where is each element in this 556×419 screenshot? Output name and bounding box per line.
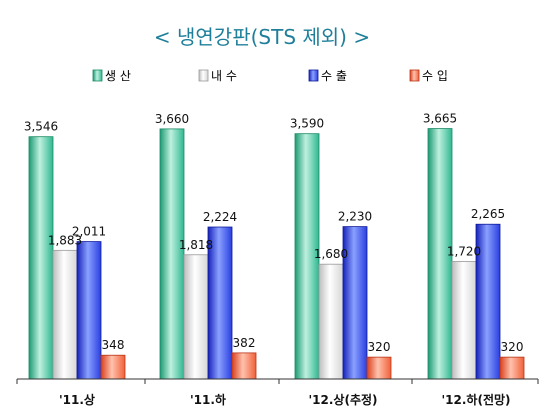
bar-1-0 [159, 128, 185, 380]
value-label-0-2: 2,011 [72, 225, 106, 239]
chart-title: < 냉연강판(STS 제외) > [154, 25, 370, 49]
bar-2-1 [318, 263, 344, 380]
value-label-3-1: 1,720 [447, 244, 481, 258]
bar-0-0 [28, 136, 54, 380]
legend-item-0: 생 산 [92, 69, 131, 83]
bar-0-1 [52, 249, 78, 380]
bar-3-0 [427, 128, 453, 380]
value-label-1-0: 3,660 [155, 112, 189, 126]
legend-swatch [409, 69, 420, 82]
legend-item-3: 수 입 [409, 69, 448, 83]
legend-item-1: 내 수 [198, 69, 237, 83]
value-label-3-2: 2,265 [471, 207, 505, 221]
bar-3-2 [475, 223, 501, 380]
value-label-2-3: 320 [368, 340, 391, 354]
x-axis-ticks [16, 379, 539, 384]
value-label-2-0: 3,590 [290, 117, 324, 131]
category-label-3: '12.하(전망) [441, 392, 510, 407]
legend-item-2: 수 출 [308, 69, 347, 83]
category-label-2: '12.상(추정) [308, 392, 377, 407]
category-label-0: '11.상 [59, 392, 95, 407]
legend-label: 생 산 [105, 69, 131, 83]
legend-swatch [198, 69, 209, 82]
value-label-2-2: 2,230 [338, 210, 372, 224]
bar-2-0 [294, 133, 320, 380]
value-label-1-2: 2,224 [203, 210, 237, 224]
value-label-1-3: 382 [233, 336, 256, 350]
value-label-3-0: 3,665 [423, 112, 457, 126]
legend-swatch [308, 69, 319, 82]
bar-0-3 [100, 354, 126, 380]
legend-swatch [92, 69, 103, 82]
bar-0-2 [76, 241, 102, 380]
category-label-1: '11.하 [190, 392, 226, 407]
value-label-1-1: 1,818 [179, 238, 213, 252]
value-label-3-3: 320 [501, 340, 524, 354]
value-label-0-1: 1,883 [48, 233, 82, 247]
bar-3-3 [499, 356, 525, 380]
category-labels: '11.상 '11.하 '12.상(추정) '12.하(전망) [59, 392, 511, 407]
bar-2-3 [366, 356, 392, 380]
value-label-2-1: 1,680 [314, 247, 348, 261]
value-label-0-3: 348 [102, 338, 125, 352]
bar-3-1 [451, 261, 477, 380]
bars [28, 128, 525, 380]
bar-2-2 [342, 226, 368, 380]
value-label-0-0: 3,546 [24, 120, 58, 134]
legend-label: 수 입 [422, 69, 448, 83]
legend-label: 내 수 [211, 69, 237, 83]
bar-1-1 [183, 254, 209, 380]
legend-label: 수 출 [321, 69, 347, 83]
bar-1-3 [231, 352, 257, 380]
